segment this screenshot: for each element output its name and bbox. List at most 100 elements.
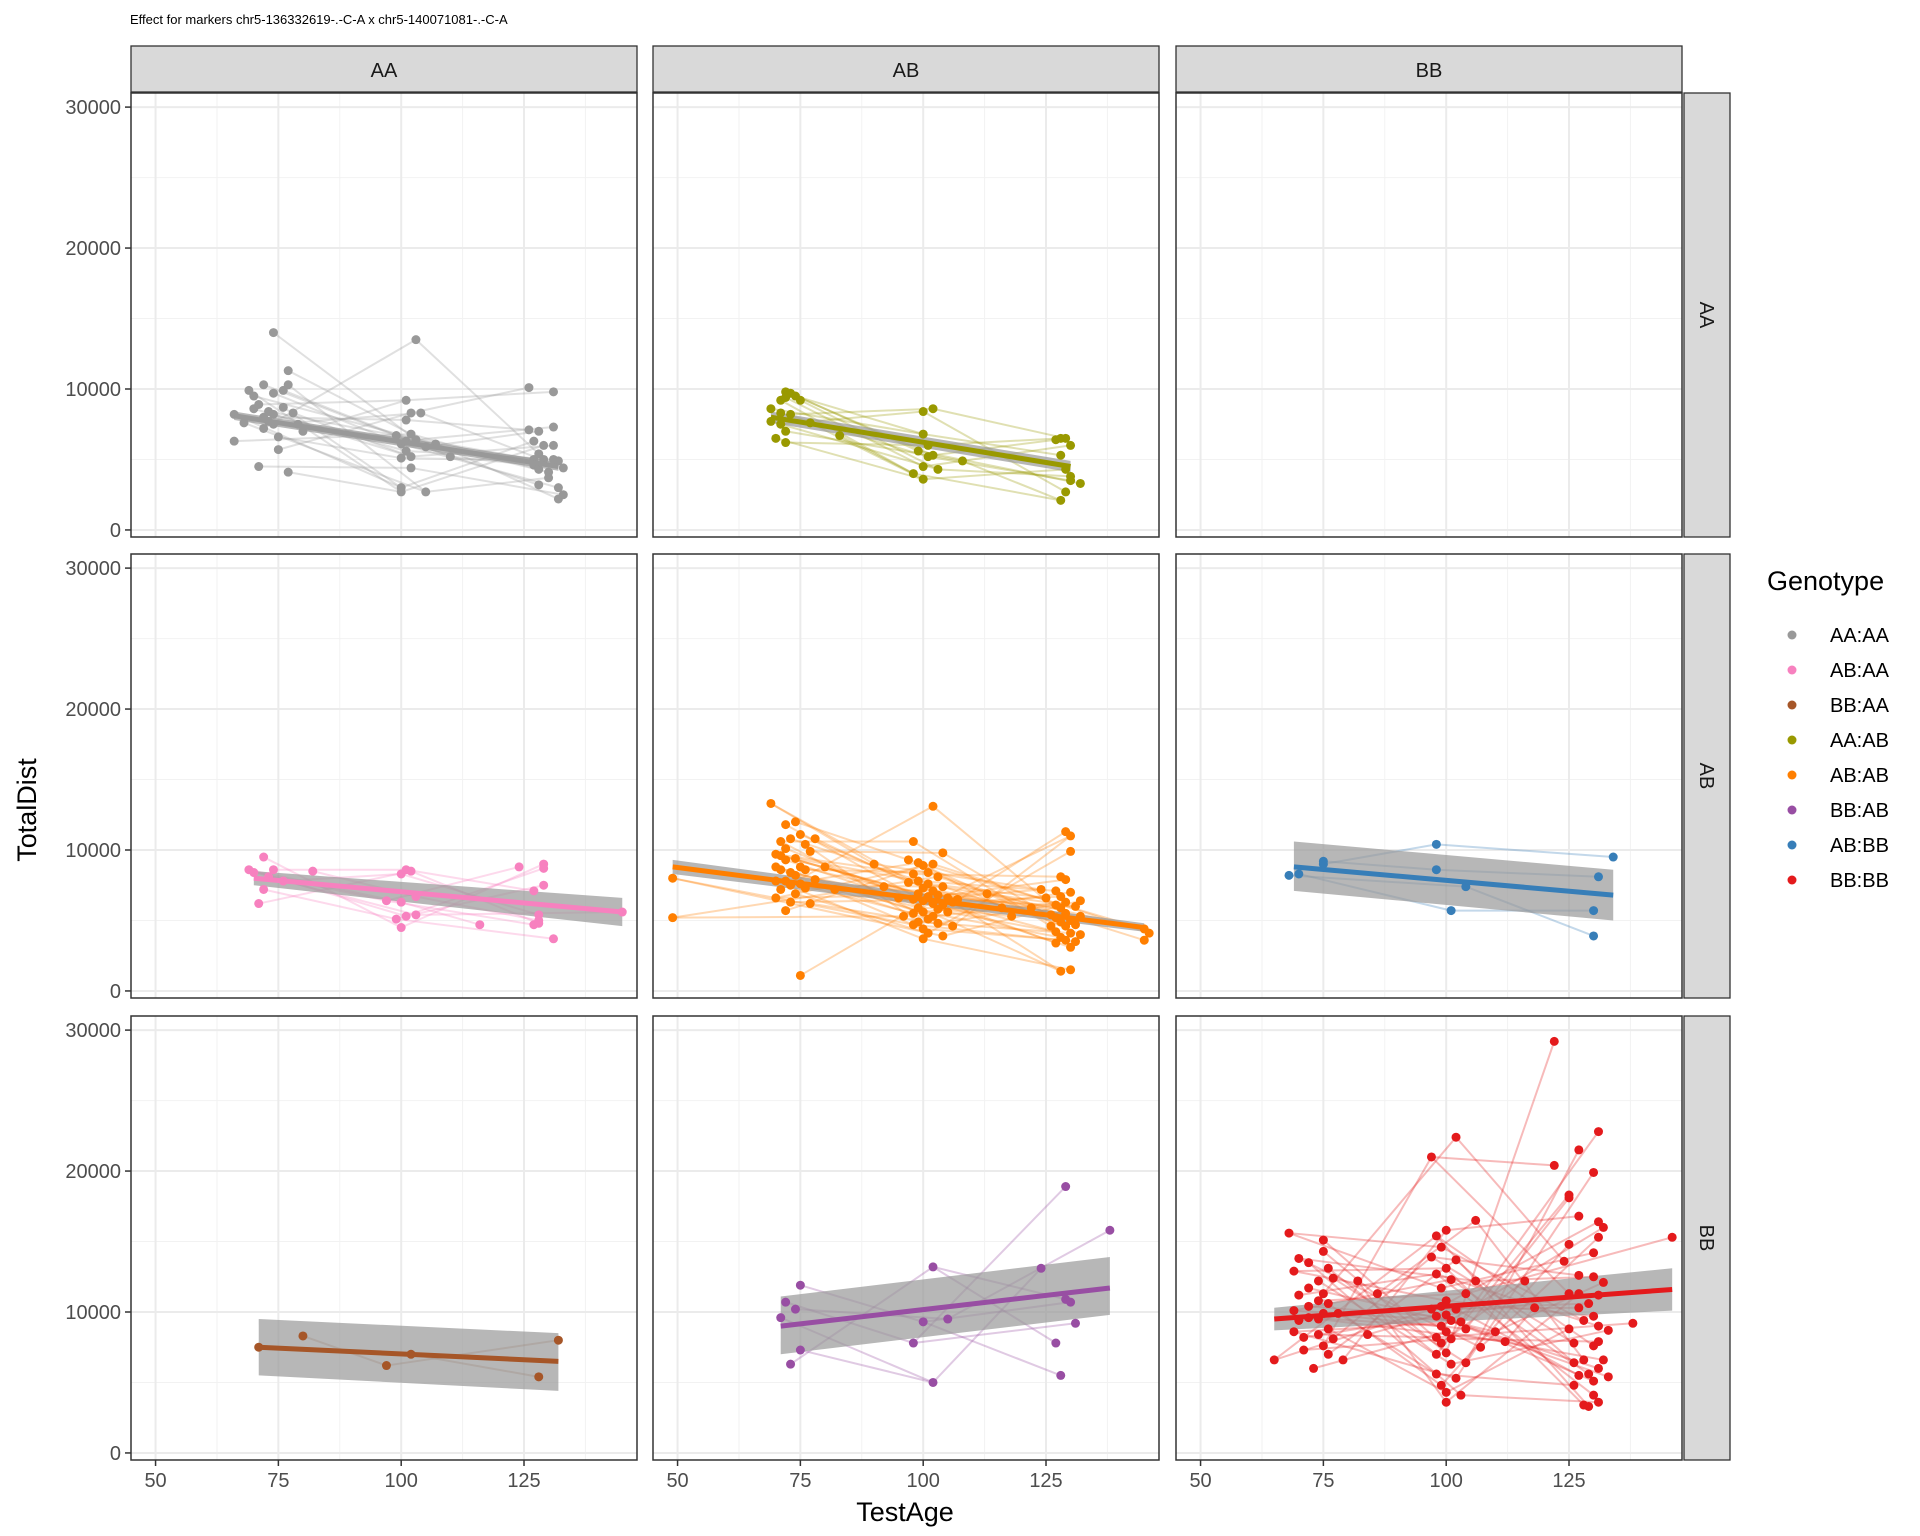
- data-point: [918, 429, 928, 439]
- subject-line: [1460, 1394, 1599, 1404]
- col-strip-0: [130, 45, 638, 93]
- data-point: [1564, 1324, 1574, 1334]
- data-point: [283, 467, 293, 477]
- fit-line: [233, 413, 559, 469]
- legend-label: AA:AB: [1830, 730, 1889, 752]
- data-point: [1061, 1182, 1071, 1192]
- subject-line: [804, 843, 919, 923]
- data-point: [1628, 1318, 1638, 1328]
- subject-line: [672, 915, 904, 919]
- data-point: [1318, 1235, 1328, 1245]
- data-point: [259, 423, 269, 433]
- legend: Genotype AA:AA AB:AA BB:AA AA:AB AB:AB BB:AB A…: [1767, 566, 1890, 892]
- subject-line: [1430, 1156, 1570, 1295]
- subject-line: [962, 459, 1062, 502]
- subject-line: [396, 918, 554, 940]
- data-point: [539, 863, 549, 873]
- data-point: [1070, 937, 1080, 947]
- data-point: [514, 862, 524, 872]
- legend-label: AA:AA: [1830, 625, 1890, 647]
- data-point: [396, 923, 406, 933]
- data-point: [1593, 872, 1603, 882]
- subject-line: [814, 861, 919, 881]
- data-point: [928, 404, 938, 414]
- data-point: [1313, 1276, 1323, 1286]
- data-point: [524, 383, 534, 393]
- data-point: [800, 839, 810, 849]
- subject-line: [287, 369, 412, 435]
- data-point: [928, 1377, 938, 1387]
- x-tick-label: 50: [144, 1470, 166, 1492]
- data-point: [1304, 1283, 1314, 1293]
- data-point: [1593, 1232, 1603, 1242]
- data-point: [1304, 1258, 1314, 1268]
- points-group: [766, 387, 1085, 505]
- data-point: [781, 844, 791, 854]
- points-group: [1284, 839, 1618, 941]
- data-point: [553, 1335, 563, 1345]
- data-point: [1446, 1359, 1456, 1369]
- fit-line: [770, 414, 1071, 469]
- x-tick-label: 125: [1552, 1470, 1585, 1492]
- data-point: [259, 852, 269, 862]
- data-point: [918, 407, 928, 417]
- data-point: [411, 335, 421, 345]
- data-point: [558, 463, 568, 473]
- data-point: [1105, 1225, 1115, 1235]
- data-point: [1456, 1390, 1466, 1400]
- fit-line: [672, 864, 1145, 931]
- subject-line: [770, 407, 924, 436]
- subject-line: [282, 389, 427, 448]
- subject-line: [1288, 1232, 1442, 1249]
- data-point: [1471, 1215, 1481, 1225]
- subject-line: [913, 1322, 1076, 1345]
- data-point: [1061, 487, 1071, 497]
- data-point: [1598, 1222, 1608, 1232]
- subject-line: [1465, 1236, 1673, 1295]
- subject-line: [400, 901, 481, 926]
- data-point: [1446, 1275, 1456, 1285]
- subject-line: [1450, 1319, 1594, 1382]
- panel-0-0: [130, 92, 638, 538]
- data-point: [790, 853, 800, 863]
- subject-line: [410, 466, 564, 496]
- data-point: [1299, 1345, 1309, 1355]
- y-tick-label: 30000: [65, 97, 121, 119]
- data-point: [1574, 1211, 1584, 1221]
- panel-border: [1175, 92, 1683, 538]
- data-point: [800, 865, 810, 875]
- subject-line: [415, 338, 540, 455]
- subject-line: [282, 406, 402, 489]
- points-group: [1269, 1036, 1677, 1411]
- subject-line: [913, 472, 1061, 502]
- subject-line: [1376, 1219, 1477, 1295]
- data-point: [391, 431, 401, 441]
- data-point: [938, 931, 948, 941]
- data-point: [1144, 928, 1154, 938]
- data-point: [1075, 896, 1085, 906]
- panel-border: [1175, 553, 1683, 999]
- data-point: [805, 846, 815, 856]
- data-point: [534, 480, 544, 490]
- data-point: [1549, 1036, 1559, 1046]
- fit-line: [253, 875, 623, 915]
- data-point: [229, 436, 239, 446]
- data-point: [1441, 1225, 1451, 1235]
- data-point: [1066, 846, 1076, 856]
- data-point: [1056, 966, 1066, 976]
- subject-line: [927, 850, 1072, 935]
- subject-line: [775, 863, 934, 899]
- data-point: [1589, 1272, 1599, 1282]
- data-point: [810, 875, 820, 885]
- subject-line: [1342, 1229, 1447, 1361]
- row-strip-label-1: AB: [1695, 763, 1717, 790]
- data-point: [1318, 859, 1328, 869]
- subject-line: [927, 871, 1145, 942]
- subject-line: [952, 835, 1072, 927]
- data-point: [1070, 1318, 1080, 1328]
- data-point: [1569, 1358, 1579, 1368]
- subject-line: [800, 1349, 934, 1384]
- data-point: [790, 817, 800, 827]
- data-point: [529, 436, 539, 446]
- data-point: [1593, 1363, 1603, 1373]
